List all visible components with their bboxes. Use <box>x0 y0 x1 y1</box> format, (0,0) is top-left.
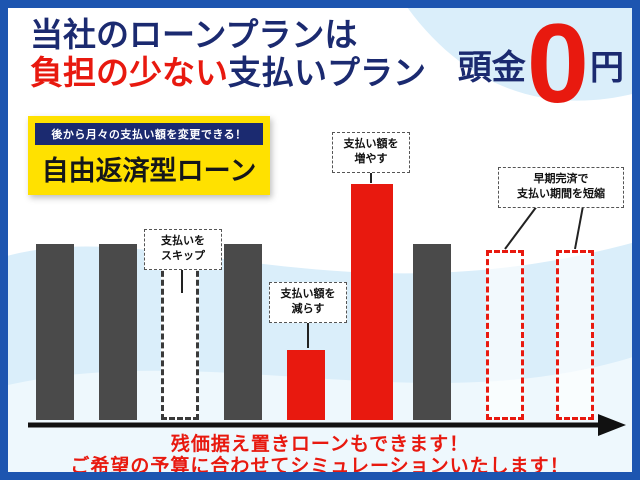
down-payment-label: 頭金 <box>457 48 526 87</box>
footer-line2: ご希望の予算に合わせてシミュレーションいたします！ <box>70 456 570 477</box>
callout-increase-payment: 支払い額を 増やす <box>332 132 410 173</box>
promo-tagline: 後から月々の支払い額を変更できる！ <box>35 123 263 145</box>
bar-1-paid <box>99 244 137 420</box>
callout-skip-line1: 支払いを <box>161 235 205 247</box>
callout-skip-line2: スキップ <box>161 250 205 263</box>
headline-line2: 負担の少ない支払いプラン <box>30 54 426 92</box>
callout-increase-line1: 支払い額を <box>343 138 399 150</box>
footer-line1: 残価据え置きローンもできます！ <box>170 434 470 455</box>
callout-early-line2: 支払い期間を短縮 <box>517 188 605 201</box>
bar-5-increased <box>351 184 393 420</box>
bar-2-skip <box>161 244 199 420</box>
headline-line1: 当社のローンプランは <box>30 16 358 53</box>
swoosh-top-right <box>402 0 640 101</box>
down-payment-badge: 頭金 0 円 <box>457 1 624 127</box>
callout-early-line1: 早期完済で <box>533 173 589 185</box>
bar-0-paid <box>36 244 74 420</box>
promo-title: 自由返済型ローン <box>41 156 257 186</box>
callout-early-payoff: 早期完済で 支払い期間を短縮 <box>498 167 624 208</box>
callout-reduce-payment: 支払い額を 減らす <box>269 282 347 323</box>
callout-reduce-line2: 減らす <box>291 303 325 316</box>
headline-highlight: 負担の少ない <box>30 53 228 91</box>
bar-3-paid <box>224 244 262 420</box>
callout-increase-line2: 増やす <box>354 153 388 166</box>
promo-box: 後から月々の支払い額を変更できる！ 自由返済型ローン <box>28 116 270 195</box>
down-payment-unit: 円 <box>590 48 624 87</box>
down-payment-amount: 0 <box>526 1 589 127</box>
callout-skip-payment: 支払いを スキップ <box>144 229 222 270</box>
bar-8-early-payoff <box>556 250 594 420</box>
headline-rest: 支払いプラン <box>228 53 426 91</box>
bar-6-paid <box>413 244 451 420</box>
callout-reduce-line1: 支払い額を <box>280 288 336 300</box>
headline: 当社のローンプランは 負担の少ない支払いプラン <box>30 16 426 92</box>
bar-4-reduced <box>287 350 325 420</box>
bar-7-early-payoff <box>486 250 524 420</box>
